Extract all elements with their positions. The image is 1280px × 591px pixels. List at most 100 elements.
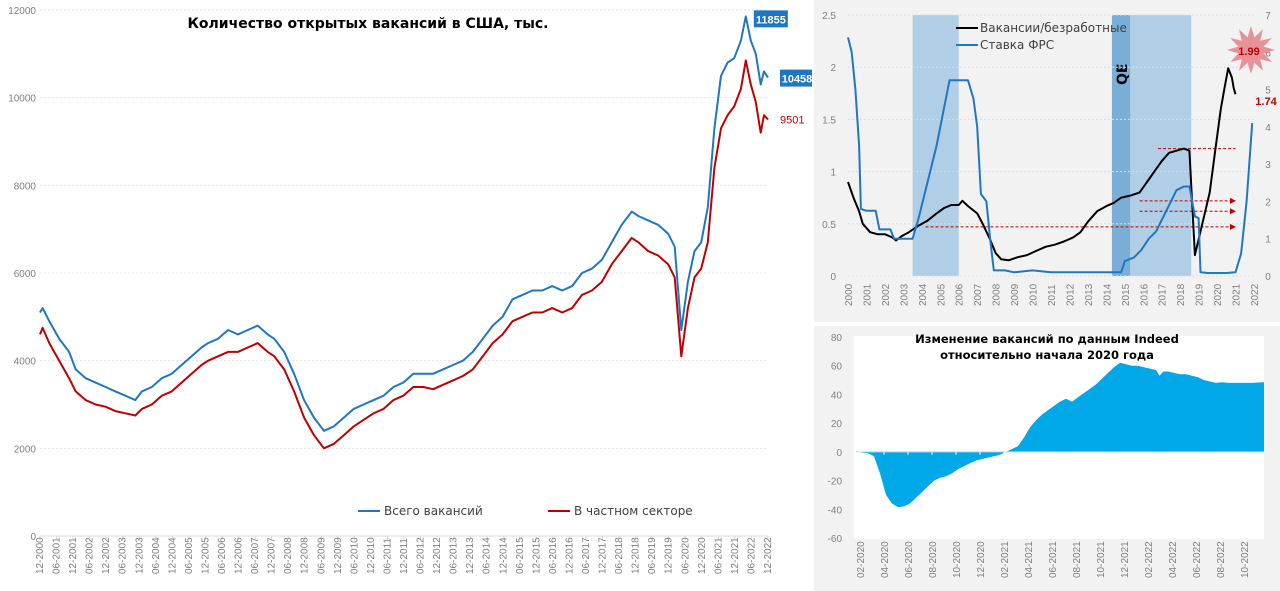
x-tick-label: 06-2014 [482, 537, 493, 574]
x-tick-label: 2020 [1213, 283, 1224, 306]
vacancy-ratio-svg: QE 0 0.5 1 1.5 2 2.5 0 1 2 3 4 5 6 7 2000 2001 2002 2003 20… [822, 11, 1277, 306]
x-tick-label: 06-2022 [746, 537, 757, 574]
y-tick-label: -20 [828, 477, 843, 488]
x-tick-label: 06-2012 [416, 537, 427, 574]
x-tick-label: 2004 [918, 283, 929, 306]
x-tick-label: 12-2010 [366, 537, 377, 574]
x-tick-label: 12-2020 [976, 541, 987, 578]
peak-value-label: 1.99 [1238, 46, 1259, 58]
x-tick-label: 2000 [844, 283, 855, 306]
x-tick-label: 12-2021 [1120, 541, 1131, 578]
x-tick-label: 12-2004 [167, 537, 178, 574]
x-tick-label: 2008 [992, 283, 1003, 306]
x-tick-label: 02-2021 [1000, 541, 1011, 578]
x-tick-label: 06-2007 [250, 537, 261, 574]
y-tick-label: 0 [836, 448, 842, 459]
last-value-label: 1.74 [1255, 96, 1277, 108]
x-tick-label: 2006 [955, 283, 966, 306]
x-tick-label: 04-2021 [1024, 541, 1035, 578]
x-tick-label: 2015 [1121, 283, 1132, 306]
x-tick-label: 12-2002 [101, 537, 112, 574]
value-label-box [753, 10, 788, 28]
vacancy-ratio-chart: QE 0 0.5 1 1.5 2 2.5 0 1 2 3 4 5 6 7 2000 2001 2002 2003 20… [814, 0, 1280, 322]
x-tick-label: 06-2022 [1192, 541, 1203, 578]
y-left-tick-label: 0 [830, 272, 836, 283]
series-line-ratio [847, 67, 1237, 262]
y-tick-label: 20 [831, 419, 843, 430]
shaded-period [1111, 15, 1131, 276]
x-tick-label: 06-2013 [449, 537, 460, 574]
x-tick-label: 06-2018 [614, 537, 625, 574]
x-tick-label: 12-2007 [267, 537, 278, 574]
x-tick-label: 2014 [1102, 283, 1113, 306]
x-tick-label: 12-2012 [432, 537, 443, 574]
indeed-change-chart: -60 -40 -20 0 20 40 60 80 02-2020 04-2020 06-2020 0… [814, 326, 1280, 591]
value-label-box [780, 69, 812, 87]
x-tick-label: 12-2019 [664, 537, 675, 574]
x-tick-label: 02-2022 [1144, 541, 1155, 578]
x-tick-label: 12-2015 [531, 537, 542, 574]
y-right-tick-label: 5 [1265, 86, 1271, 97]
x-tick-label: 2016 [1139, 283, 1150, 306]
indeed-change-svg: -60 -40 -20 0 20 40 60 80 02-2020 04-2020 06-2020 0… [828, 332, 1264, 578]
legend-label-fed-rate: Ставка ФРС [980, 38, 1054, 52]
x-tick-label: 06-2021 [713, 537, 724, 574]
y-right-tick-label: 7 [1265, 11, 1271, 22]
qe-label: QE [1115, 64, 1131, 85]
y-tick-label: 2000 [14, 444, 37, 455]
y-tick-label: -40 [828, 505, 843, 516]
x-tick-label: 2009 [1010, 283, 1021, 306]
legend-label-private: В частном секторе [574, 504, 693, 518]
job-openings-svg: 0 2000 4000 6000 8000 10000 12000 12-2000 06-200… [8, 6, 812, 574]
y-left-tick-label: 2.5 [822, 11, 836, 22]
x-tick-label: 12-2013 [465, 537, 476, 574]
y-right-tick-label: 6 [1265, 48, 1271, 59]
chart-title-line-1: Изменение вакансий по данным Indeed [915, 332, 1179, 346]
y-left-tick-label: 2 [830, 63, 836, 74]
x-tick-label: 2011 [1047, 284, 1058, 306]
x-tick-label: 06-2015 [515, 537, 526, 574]
series-line-total [39, 15, 769, 432]
y-tick-label: 12000 [8, 6, 36, 17]
x-tick-label: 12-2022 [763, 537, 774, 574]
value-label: 11855 [756, 14, 786, 26]
x-tick-label: 10-2020 [952, 541, 963, 578]
x-tick-label: 12-2011 [399, 538, 410, 574]
x-tick-label: 12-2018 [631, 537, 642, 574]
y-right-tick-label: 1 [1265, 235, 1271, 246]
y-right-tick-label: 4 [1265, 123, 1271, 134]
x-tick-label: 12-2003 [134, 537, 145, 574]
arrow-head-icon [1230, 223, 1237, 230]
y-tick-label: 40 [831, 390, 843, 401]
x-tick-label: 02-2020 [856, 541, 867, 578]
y-tick-label: 0 [30, 532, 36, 543]
y-tick-label: 80 [831, 333, 843, 344]
x-tick-label: 2003 [899, 283, 910, 306]
y-tick-label: 4000 [14, 357, 37, 368]
x-tick-label: 12-2009 [333, 537, 344, 574]
series-line-private [39, 59, 769, 450]
y-left-tick-label: 0.5 [822, 220, 836, 231]
y-right-tick-label: 3 [1265, 160, 1271, 171]
x-tick-label: 06-2001 [52, 537, 63, 574]
x-tick-label: 12-2008 [300, 537, 311, 574]
value-label: 9501 [780, 115, 804, 127]
x-tick-label: 2005 [936, 283, 947, 306]
x-tick-label: 2017 [1158, 283, 1169, 306]
x-tick-label: 04-2022 [1168, 541, 1179, 578]
x-tick-label: 12-2000 [35, 537, 46, 574]
arrow-head-icon [1230, 197, 1237, 204]
x-tick-label: 06-2002 [85, 537, 96, 574]
x-tick-label: 06-2008 [283, 537, 294, 574]
x-tick-label: 06-2006 [217, 537, 228, 574]
x-tick-label: 06-2021 [1048, 541, 1059, 578]
x-tick-label: 2007 [973, 283, 984, 306]
y-left-tick-label: 1 [830, 168, 836, 179]
shaded-period [1130, 15, 1192, 276]
x-tick-label: 08-2022 [1216, 541, 1227, 578]
x-tick-label: 06-2017 [581, 537, 592, 574]
x-tick-label: 12-2001 [68, 537, 79, 574]
x-tick-label: 06-2009 [316, 537, 327, 574]
x-tick-label: 2019 [1195, 283, 1206, 306]
x-tick-label: 06-2016 [548, 537, 559, 574]
